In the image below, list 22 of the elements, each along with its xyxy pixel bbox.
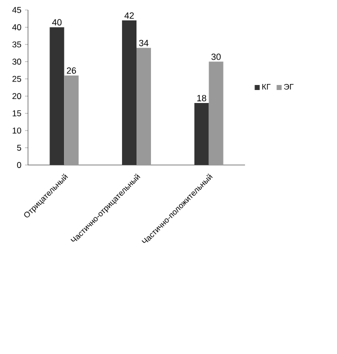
bar bbox=[208, 62, 224, 165]
data-label: 40 bbox=[52, 19, 62, 26]
bar bbox=[194, 102, 209, 165]
y-tick-label: 15 bbox=[12, 110, 22, 116]
bar bbox=[64, 75, 79, 165]
y-tick-label: 0 bbox=[17, 162, 22, 168]
data-label: 26 bbox=[66, 67, 76, 74]
y-tick-label: 20 bbox=[12, 93, 22, 100]
y-tick-label: 10 bbox=[12, 128, 22, 134]
y-tick-label: 25 bbox=[12, 76, 22, 82]
y-tick-label: 30 bbox=[12, 58, 22, 65]
y-tick-label: 40 bbox=[12, 24, 22, 30]
y-tick-label: 5 bbox=[17, 144, 22, 151]
y-tick-label: 35 bbox=[12, 41, 22, 48]
data-label: 30 bbox=[211, 54, 221, 60]
data-label: 34 bbox=[139, 40, 148, 46]
y-tick-label: 45 bbox=[12, 7, 22, 13]
bar bbox=[50, 27, 64, 165]
data-label: 18 bbox=[197, 94, 206, 102]
bar bbox=[122, 20, 136, 165]
data-label: 42 bbox=[124, 12, 134, 19]
bar bbox=[136, 48, 151, 165]
